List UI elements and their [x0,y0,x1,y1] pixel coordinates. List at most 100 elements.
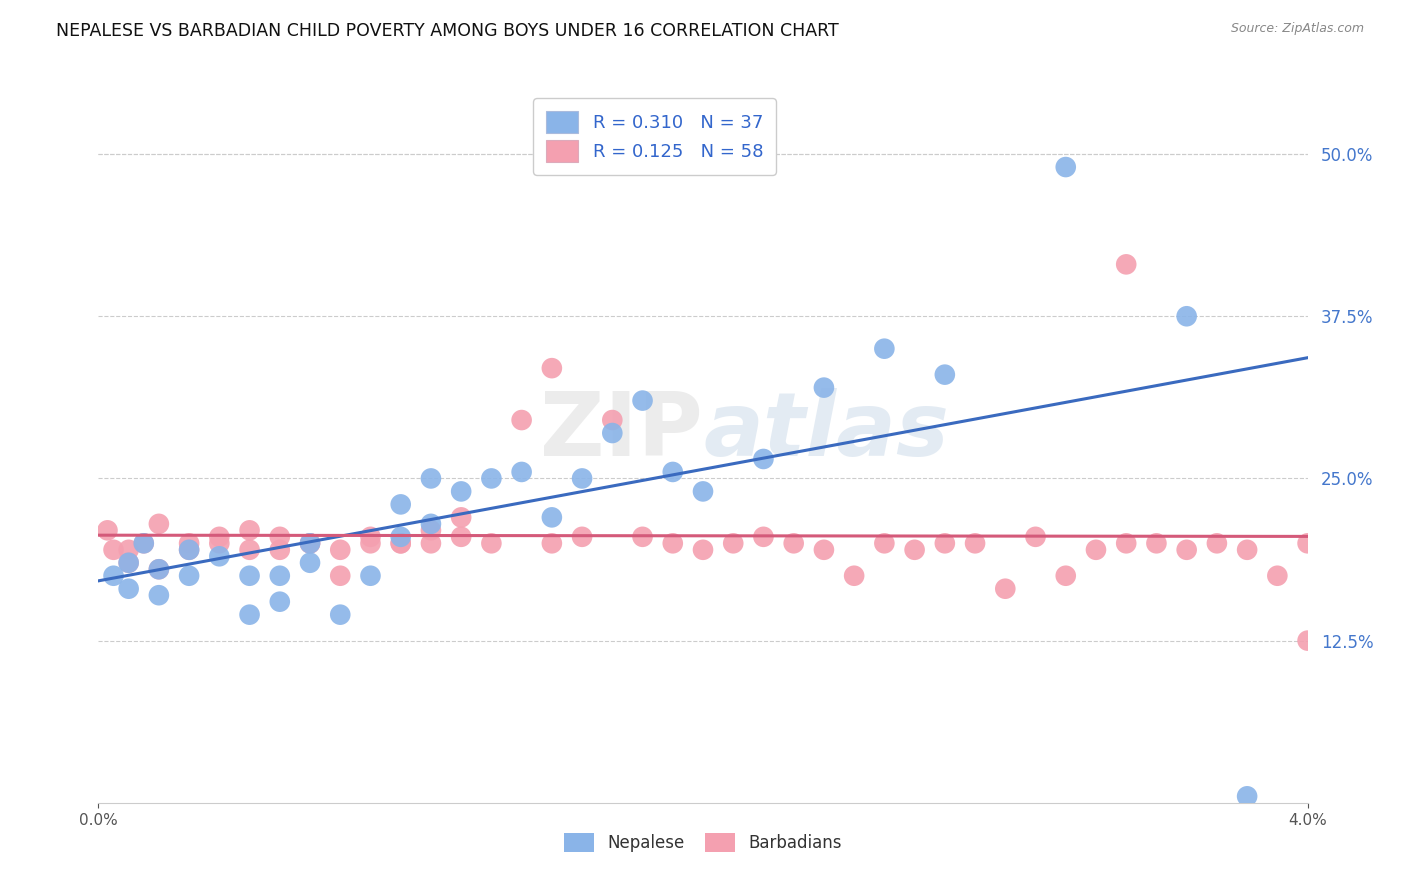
Point [1115,536,1137,550]
Point [450,510,472,524]
Point [329,542,352,557]
Point [239,607,262,622]
Point [329,568,352,582]
Point [783,536,806,550]
Point [118,556,141,570]
Point [1236,542,1258,557]
Point [148,562,170,576]
Point [103,568,125,582]
Point [148,516,170,531]
Point [481,536,503,550]
Point [571,471,593,485]
Point [1146,536,1168,550]
Text: ZIP: ZIP [540,388,703,475]
Point [118,582,141,596]
Point [844,568,866,582]
Point [299,536,322,550]
Point [208,536,231,550]
Point [179,542,201,557]
Point [389,530,412,544]
Point [360,536,382,550]
Point [420,516,443,531]
Point [661,536,683,550]
Point [329,607,352,622]
Point [103,542,125,557]
Point [239,524,262,538]
Point [934,536,956,550]
Point [1054,568,1077,582]
Point [752,452,775,467]
Point [239,542,262,557]
Point [692,484,714,499]
Point [631,393,654,408]
Point [934,368,956,382]
Point [360,530,382,544]
Point [540,536,562,550]
Point [179,536,201,550]
Point [208,549,231,564]
Point [269,568,291,582]
Point [118,542,141,557]
Point [631,530,654,544]
Point [299,536,322,550]
Point [602,413,624,427]
Point [692,542,714,557]
Point [420,524,443,538]
Point [1085,542,1108,557]
Point [389,536,412,550]
Point [96,524,118,538]
Text: atlas: atlas [703,388,949,475]
Point [389,497,412,511]
Point [1025,530,1047,544]
Point [450,484,472,499]
Point [540,510,562,524]
Point [1175,542,1198,557]
Point [813,381,835,395]
Point [269,542,291,557]
Point [481,471,503,485]
Text: NEPALESE VS BARBADIAN CHILD POVERTY AMONG BOYS UNDER 16 CORRELATION CHART: NEPALESE VS BARBADIAN CHILD POVERTY AMON… [56,22,839,40]
Point [132,536,155,550]
Point [299,556,322,570]
Point [118,556,141,570]
Point [661,465,683,479]
Point [723,536,745,550]
Point [1206,536,1229,550]
Point [179,568,201,582]
Point [299,536,322,550]
Point [1115,257,1137,271]
Point [510,413,533,427]
Point [420,471,443,485]
Point [179,542,201,557]
Point [420,536,443,550]
Point [1054,160,1077,174]
Point [1296,633,1319,648]
Point [873,342,896,356]
Point [208,530,231,544]
Point [571,530,593,544]
Point [540,361,562,376]
Point [965,536,987,550]
Point [148,588,170,602]
Point [389,536,412,550]
Point [239,568,262,582]
Text: Source: ZipAtlas.com: Source: ZipAtlas.com [1230,22,1364,36]
Point [450,530,472,544]
Point [994,582,1017,596]
Point [132,536,155,550]
Point [269,595,291,609]
Point [1296,536,1319,550]
Point [510,465,533,479]
Point [360,568,382,582]
Point [269,530,291,544]
Point [148,562,170,576]
Point [752,530,775,544]
Point [873,536,896,550]
Point [1175,310,1198,324]
Point [813,542,835,557]
Legend: Nepalese, Barbadians: Nepalese, Barbadians [558,826,848,859]
Point [602,425,624,440]
Point [1236,789,1258,804]
Point [1267,568,1289,582]
Point [904,542,927,557]
